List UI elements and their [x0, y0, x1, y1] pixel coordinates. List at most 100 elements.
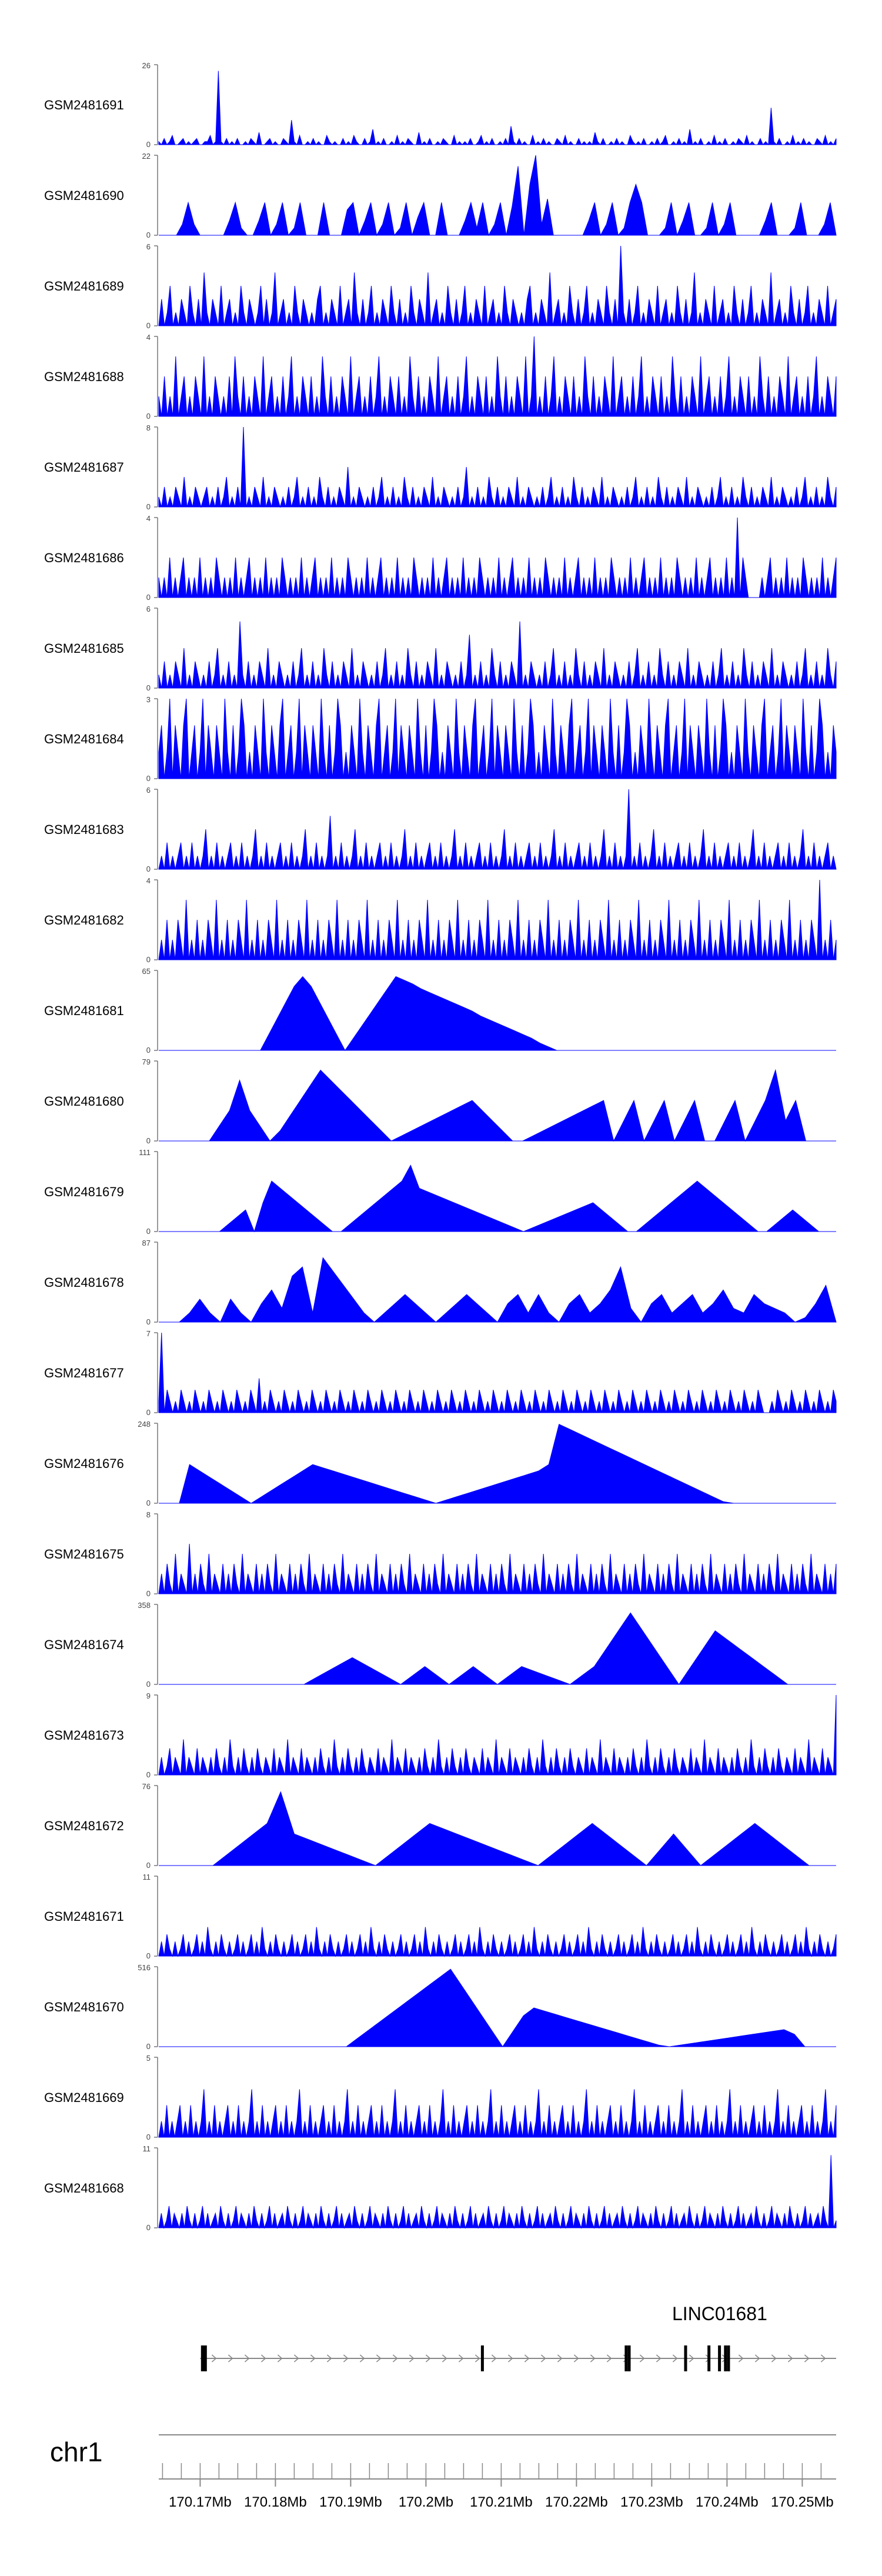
sample-label: GSM2481678	[44, 1275, 124, 1290]
strand-arrow	[771, 2354, 777, 2363]
y-tick-label-min: 0	[146, 2223, 151, 2232]
strand-arrow	[507, 2354, 513, 2363]
y-tick-label-max: 6	[146, 242, 151, 251]
coverage-area	[159, 155, 837, 236]
exon-block	[627, 2345, 631, 2371]
gene-label: LINC01681	[672, 2303, 767, 2324]
strand-arrow	[359, 2354, 365, 2363]
y-tick-label-min: 0	[146, 2133, 151, 2141]
coverage-area	[158, 1543, 837, 1594]
coverage-track: GSM2481689 6 0	[44, 242, 837, 330]
strand-arrow	[260, 2354, 266, 2363]
coverage-area	[159, 1069, 836, 1142]
coverage-area	[158, 1927, 837, 1957]
sample-label: GSM2481690	[44, 188, 124, 203]
y-tick-label-min: 0	[146, 1951, 151, 1960]
y-tick-label-max: 76	[142, 1782, 151, 1791]
strand-arrow	[442, 2354, 447, 2363]
strand-arrow	[392, 2354, 398, 2363]
coverage-area	[158, 789, 837, 870]
y-tick-label-max: 358	[138, 1601, 151, 1610]
y-tick-label-min: 0	[146, 1770, 151, 1779]
y-tick-label-min: 0	[146, 1589, 151, 1598]
y-tick-label-max: 79	[142, 1057, 151, 1066]
coverage-area	[158, 245, 837, 326]
exon-block	[727, 2345, 730, 2371]
coverage-area	[158, 879, 837, 960]
sample-label: GSM2481668	[44, 2181, 124, 2195]
y-tick-label-min: 0	[146, 1317, 151, 1326]
coverage-track: GSM2481676 248 0	[44, 1420, 836, 1507]
y-tick-label-max: 111	[139, 1148, 151, 1157]
coverage-area	[158, 336, 837, 417]
coverage-track: GSM2481681 65 0	[44, 967, 836, 1055]
coverage-area	[159, 976, 836, 1051]
y-tick-label-max: 8	[146, 423, 151, 432]
strand-arrow	[376, 2354, 382, 2363]
axis-tick-label: 170.17Mb	[169, 2494, 232, 2510]
strand-arrow	[277, 2354, 283, 2363]
y-tick-label-max: 6	[146, 786, 151, 795]
coverage-track: GSM2481678 87 0	[44, 1239, 837, 1326]
y-tick-label-min: 0	[146, 1499, 151, 1507]
sample-label: GSM2481686	[44, 550, 124, 565]
sample-label: GSM2481683	[44, 822, 124, 837]
sample-label: GSM2481688	[44, 369, 124, 384]
strand-arrow	[656, 2354, 662, 2363]
strand-arrow	[590, 2354, 596, 2363]
sample-label: GSM2481685	[44, 641, 124, 656]
coverage-track: GSM2481680 79 0	[44, 1057, 836, 1145]
strand-arrow	[475, 2354, 480, 2363]
y-tick-label-max: 4	[146, 876, 151, 885]
strand-arrow	[409, 2354, 415, 2363]
coverage-track: GSM2481684 3 0	[44, 695, 837, 783]
y-tick-label-min: 0	[146, 412, 151, 421]
strand-arrow	[310, 2354, 316, 2363]
y-tick-label-min: 0	[146, 593, 151, 602]
sample-label: GSM2481676	[44, 1456, 124, 1471]
axis-tick-label: 170.23Mb	[620, 2494, 683, 2510]
coverage-area	[158, 2089, 837, 2138]
y-tick-label-min: 0	[146, 1861, 151, 1870]
coverage-track: GSM2481673 9 0	[44, 1691, 837, 1779]
coverage-track: GSM2481687 8 0	[44, 423, 837, 511]
strand-arrow	[540, 2354, 546, 2363]
y-tick-label-max: 22	[142, 152, 151, 161]
y-tick-label-min: 0	[146, 865, 151, 873]
coverage-track: GSM2481685 6 0	[44, 605, 837, 692]
coverage-area	[158, 698, 837, 779]
y-tick-label-min: 0	[146, 231, 151, 239]
coverage-track: GSM2481683 6 0	[44, 786, 837, 873]
coverage-area	[158, 621, 837, 689]
sample-label: GSM2481671	[44, 1909, 124, 1924]
sample-label: GSM2481691	[44, 98, 124, 112]
sample-label: GSM2481684	[44, 732, 124, 746]
chromosome-label: chr1	[50, 2437, 102, 2467]
coverage-track: GSM2481691 26 0	[44, 61, 837, 149]
sample-label: GSM2481669	[44, 2090, 124, 2105]
coverage-track: GSM2481679 111 0	[44, 1148, 836, 1236]
coverage-area	[159, 1612, 836, 1685]
strand-arrow	[491, 2354, 497, 2363]
exon-block	[724, 2345, 727, 2371]
sample-label: GSM2481670	[44, 2000, 124, 2014]
y-tick-label-min: 0	[146, 502, 151, 511]
coverage-track: GSM2481670 516 0	[44, 1963, 836, 2051]
sample-label: GSM2481681	[44, 1003, 124, 1018]
coverage-track: GSM2481671 11 0	[44, 1873, 837, 1960]
strand-arrow	[425, 2354, 431, 2363]
exon-block	[201, 2345, 207, 2371]
coverage-track: GSM2481682 4 0	[44, 876, 837, 964]
coverage-track: GSM2481672 76 0	[44, 1782, 836, 1870]
strand-arrow	[606, 2354, 612, 2363]
coverage-track: GSM2481669 5 0	[44, 2054, 837, 2141]
coverage-track: GSM2481674 358 0	[44, 1601, 836, 1689]
coverage-area	[158, 1332, 837, 1413]
exon-block	[624, 2345, 628, 2371]
strand-arrow	[689, 2354, 694, 2363]
coverage-area	[158, 71, 837, 146]
y-tick-label-max: 7	[146, 1329, 151, 1338]
coverage-area	[159, 1164, 836, 1233]
strand-arrow	[557, 2354, 563, 2363]
strand-arrow	[211, 2354, 217, 2363]
